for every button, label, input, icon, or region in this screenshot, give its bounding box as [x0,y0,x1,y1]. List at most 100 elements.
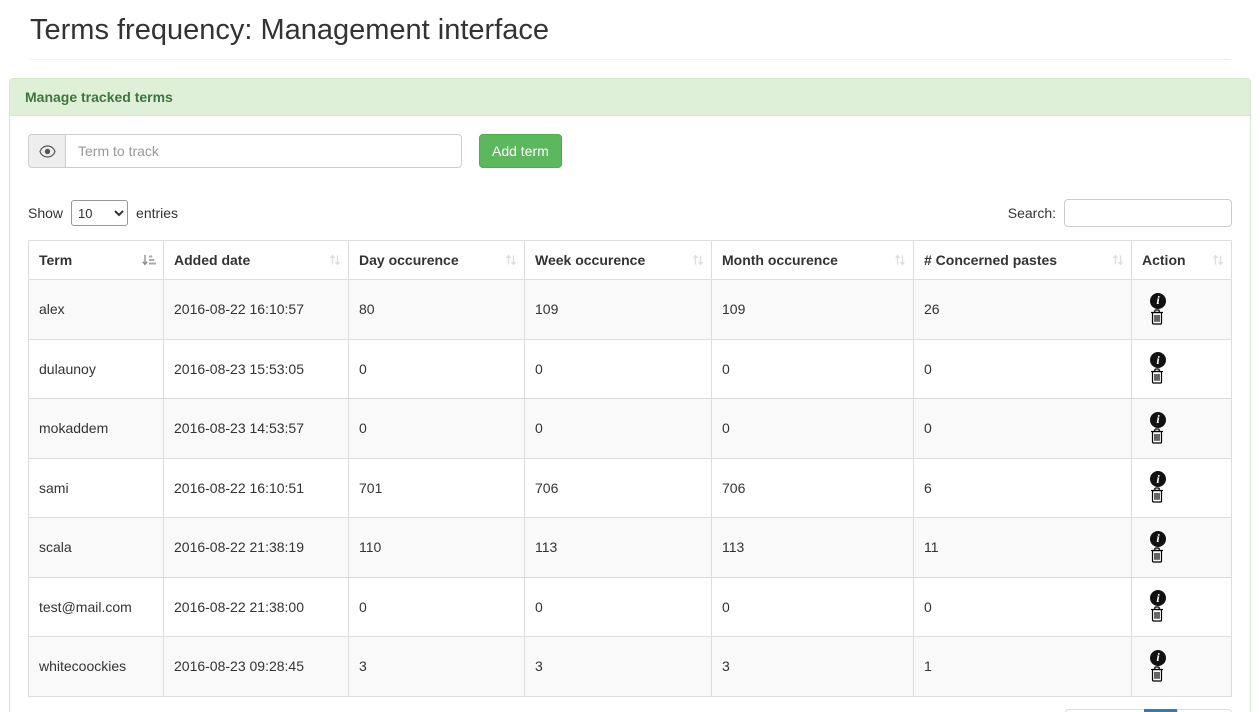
column-header-term[interactable]: Term [28,240,164,280]
table-row: test@mail.com 2016-08-22 21:38:00 0 0 0 … [28,576,1232,637]
cell-term: test@mail.com [28,576,164,637]
trash-icon [1151,427,1163,444]
cell-term: scala [28,517,164,578]
info-circle-icon [1150,352,1166,368]
cell-month: 113 [711,517,914,578]
table-row: dulaunoy 2016-08-23 15:53:05 0 0 0 0 [28,338,1232,399]
cell-month: 706 [711,457,914,518]
cell-action [1131,398,1232,459]
show-label: Show [28,205,64,221]
search-control: Search: [1008,199,1232,227]
delete-term-button[interactable] [1150,665,1164,682]
cell-action [1131,576,1232,637]
cell-added-date: 2016-08-23 09:28:45 [163,636,349,697]
cell-pastes: 0 [913,576,1132,637]
column-header-week-occurence[interactable]: Week occurence [524,240,712,280]
cell-week: 706 [524,457,712,518]
trash-icon [1151,308,1163,325]
term-to-track-input[interactable] [65,134,462,168]
delete-term-button[interactable] [1150,368,1164,384]
cell-pastes: 1 [913,636,1132,697]
cell-pastes: 26 [913,279,1132,340]
info-circle-icon [1150,411,1166,428]
datatable-footer: Showing 1 to 7 of 7 entries Previous 1 N… [28,708,1232,712]
cell-day: 3 [348,636,525,697]
cell-pastes: 6 [913,457,1132,518]
delete-term-button[interactable] [1150,546,1164,563]
cell-action [1131,338,1232,399]
table-row: scala 2016-08-22 21:38:19 110 113 113 11 [28,517,1232,578]
cell-day: 701 [348,457,525,518]
cell-added-date: 2016-08-22 16:10:57 [163,279,349,340]
delete-term-button[interactable] [1150,487,1164,503]
cell-day: 0 [348,338,525,399]
cell-action [1131,457,1232,518]
page-length-select[interactable]: 10 [71,200,129,226]
cell-action [1131,636,1232,697]
delete-term-button[interactable] [1150,427,1164,444]
cell-action [1131,517,1232,578]
cell-month: 0 [711,398,914,459]
cell-added-date: 2016-08-22 16:10:51 [163,457,349,518]
delete-term-button[interactable] [1150,606,1164,622]
column-header-day-occurence[interactable]: Day occurence [348,240,525,280]
add-term-row: Add term [28,134,1232,168]
sort-both-icon [505,254,517,267]
cell-month: 0 [711,338,914,399]
page-container: Terms frequency: Management interface Ma… [0,14,1260,712]
pagination-page-1-button[interactable]: 1 [1144,708,1179,712]
column-header-month-occurence[interactable]: Month occurence [711,240,914,280]
pagination-next-button[interactable]: Next [1177,708,1232,712]
cell-pastes: 0 [913,398,1132,459]
info-circle-icon [1150,649,1166,666]
cell-pastes: 0 [913,338,1132,399]
datatable-controls: Show 10 entries Search: [28,199,1232,227]
cell-month: 3 [711,636,914,697]
add-term-button[interactable]: Add term [479,134,562,168]
entries-label: entries [136,205,179,221]
cell-week: 3 [524,636,712,697]
title-divider [30,59,1230,60]
pagination-previous-button[interactable]: Previous [1064,708,1146,712]
show-info-button[interactable] [1150,471,1166,487]
cell-term: whitecoockies [28,636,164,697]
show-info-button[interactable] [1150,352,1166,368]
search-input[interactable] [1064,199,1232,227]
show-info-button[interactable] [1150,292,1166,309]
table-body: alex 2016-08-22 16:10:57 80 109 109 26 [28,279,1232,697]
column-header-concerned-pastes[interactable]: # Concerned pastes [913,240,1132,280]
show-info-button[interactable] [1150,530,1166,547]
cell-week: 0 [524,398,712,459]
tracked-panel-body: Add term Show 10 entries Search: [10,116,1250,712]
cell-day: 110 [348,517,525,578]
cell-term: dulaunoy [28,338,164,399]
page-title: Terms frequency: Management interface [30,14,550,46]
cell-week: 0 [524,576,712,637]
info-circle-icon [1150,590,1166,606]
eye-addon [28,134,65,168]
info-circle-icon [1150,471,1166,487]
cell-day: 80 [348,279,525,340]
cell-added-date: 2016-08-23 14:53:57 [163,398,349,459]
cell-day: 0 [348,398,525,459]
search-label: Search: [1007,205,1056,221]
show-info-button[interactable] [1150,649,1166,666]
eye-open-icon [38,144,56,158]
show-info-button[interactable] [1150,411,1166,428]
cell-term: alex [28,279,164,340]
cell-added-date: 2016-08-22 21:38:00 [163,576,349,637]
term-input-group [28,134,462,168]
tracked-terms-panel: Manage tracked terms Add term Show [9,78,1251,712]
delete-term-button[interactable] [1150,308,1164,325]
cell-day: 0 [348,576,525,637]
column-header-action[interactable]: Action [1131,240,1232,280]
tracked-panel-heading: Manage tracked terms [10,79,1250,116]
table-header-row: Term [28,240,1232,280]
show-info-button[interactable] [1150,590,1166,606]
sort-both-icon [1112,254,1124,267]
table-row: alex 2016-08-22 16:10:57 80 109 109 26 [28,279,1232,340]
table-row: mokaddem 2016-08-23 14:53:57 0 0 0 0 [28,398,1232,459]
trash-icon [1151,487,1163,503]
sort-both-icon [894,254,906,267]
column-header-added-date[interactable]: Added date [163,240,349,280]
